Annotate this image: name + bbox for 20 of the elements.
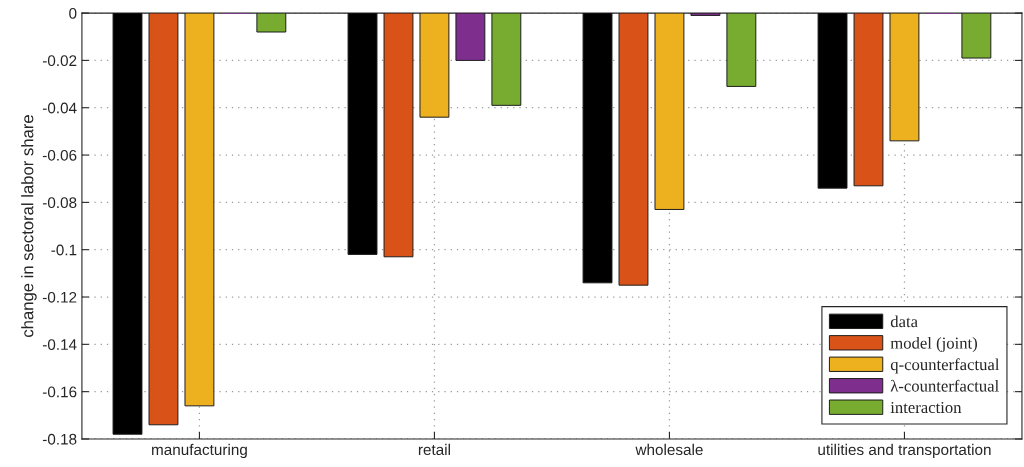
y-tick-label: -0.08 <box>42 197 77 209</box>
x-tick-label: utilities and transportation <box>818 443 991 459</box>
legend-label: interaction <box>890 401 962 414</box>
y-tick-label: -0.12 <box>42 291 77 303</box>
y-tick-label: -0.1 <box>51 244 77 256</box>
y-tick-label: -0.18 <box>42 433 77 445</box>
legend-label: model (joint) <box>890 336 978 353</box>
y-tick-label: -0.04 <box>42 102 77 114</box>
x-tick-label: wholesale <box>635 443 703 456</box>
y-axis-title: change in sectoral labor share <box>21 115 37 337</box>
y-tick-label: -0.16 <box>42 386 77 398</box>
x-tick-label: manufacturing <box>152 443 247 459</box>
y-tick-label: -0.02 <box>42 55 77 67</box>
y-tick-label: 0 <box>69 7 77 19</box>
x-tick-label: retail <box>418 443 450 456</box>
legend-label: λ-counterfactual <box>890 379 999 392</box>
y-tick-label: -0.06 <box>42 149 77 161</box>
y-tick-label: -0.14 <box>42 339 77 351</box>
legend-label: q-counterfactual <box>890 358 1000 374</box>
legend-label: data <box>890 315 918 328</box>
